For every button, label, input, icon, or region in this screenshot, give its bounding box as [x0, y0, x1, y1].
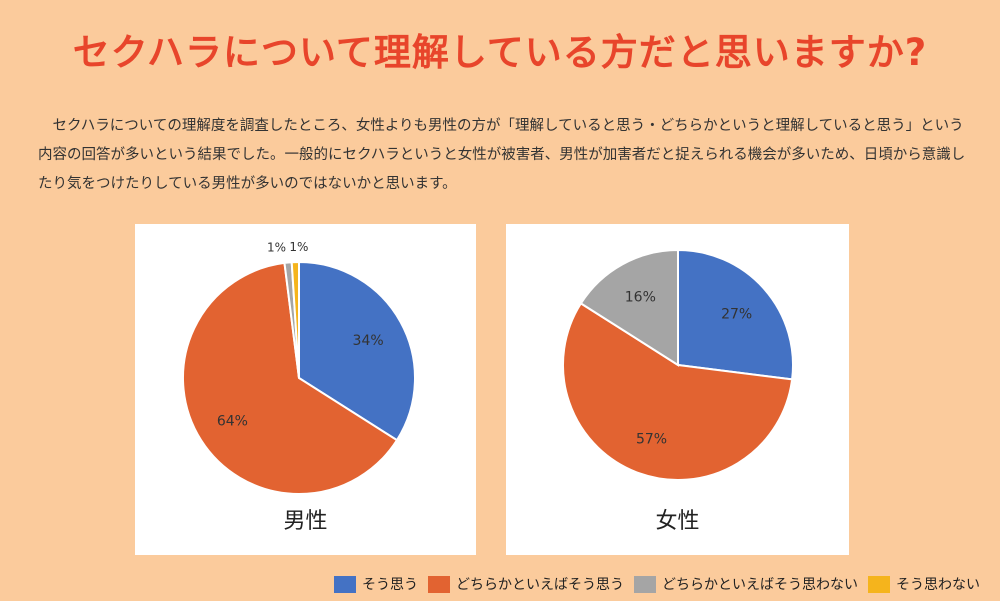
description-paragraph: セクハラについての理解度を調査したところ、女性よりも男性の方が「理解していると思…: [38, 118, 966, 192]
female-pie-chart: 27% 57% 16%: [562, 248, 794, 481]
pie-slice-0: [677, 248, 794, 381]
pie-slice-3: [290, 260, 300, 379]
legend-label: そう思う: [362, 577, 418, 593]
legend-item-agree: そう思う: [334, 574, 418, 594]
legend-swatch: [634, 575, 656, 593]
pie-slice-label-2: 16%: [625, 289, 656, 305]
pie-slice-label-3: 1%: [289, 240, 308, 254]
chart-legend: そう思う どちらかといえばそう思う どちらかといえばそう思わない そう思わない: [334, 574, 990, 594]
male-chart-panel: 34% 64% 1% 1% 男性: [135, 224, 476, 555]
pie-slice-2: [579, 248, 679, 367]
male-pie-chart: 34% 64% 1% 1%: [182, 240, 416, 495]
legend-item-somewhat-disagree: どちらかといえばそう思わない: [634, 574, 858, 594]
female-chart-label: 女性: [655, 509, 700, 534]
legend-item-somewhat-agree: どちらかといえばそう思う: [428, 574, 624, 594]
pie-slice-label-2: 1%: [267, 241, 286, 255]
pie-slice-label-1: 64%: [217, 413, 248, 429]
female-chart-panel: 27% 57% 16% 女性: [506, 224, 849, 555]
pie-slice-label-0: 34%: [353, 333, 384, 349]
legend-label: どちらかといえばそう思わない: [662, 577, 858, 593]
pie-slice-1: [562, 301, 794, 481]
pie-slice-1: [182, 261, 399, 495]
legend-item-disagree: そう思わない: [868, 574, 980, 594]
legend-label: そう思わない: [896, 577, 980, 593]
male-chart-label: 男性: [283, 509, 328, 534]
legend-swatch: [868, 575, 890, 593]
legend-swatch: [428, 575, 450, 593]
pie-slice-label-1: 57%: [636, 432, 667, 448]
pie-slice-label-0: 27%: [721, 306, 752, 322]
legend-swatch: [334, 575, 356, 593]
legend-label: どちらかといえばそう思う: [456, 577, 624, 593]
page-title: セクハラについて理解している方だと思いますか?: [72, 31, 928, 74]
